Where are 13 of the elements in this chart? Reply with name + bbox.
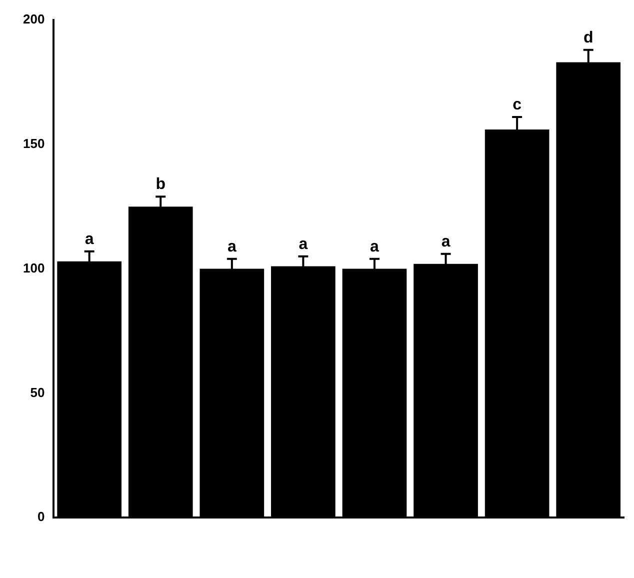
annotation: a <box>84 230 94 248</box>
annotation: a <box>441 233 450 250</box>
annotation: b <box>156 176 166 194</box>
annotation: a <box>227 238 236 256</box>
y-tick-label: 50 <box>30 384 45 400</box>
y-tick-label: 100 <box>22 260 45 276</box>
annotation: d <box>583 29 594 46</box>
y-tick-label: 150 <box>22 136 45 151</box>
y-tick-label: 200 <box>22 12 45 27</box>
y-tick-label: 0 <box>37 509 45 524</box>
annotation: c <box>512 96 522 114</box>
annotation: a <box>298 236 308 253</box>
annotation: a <box>370 238 380 256</box>
